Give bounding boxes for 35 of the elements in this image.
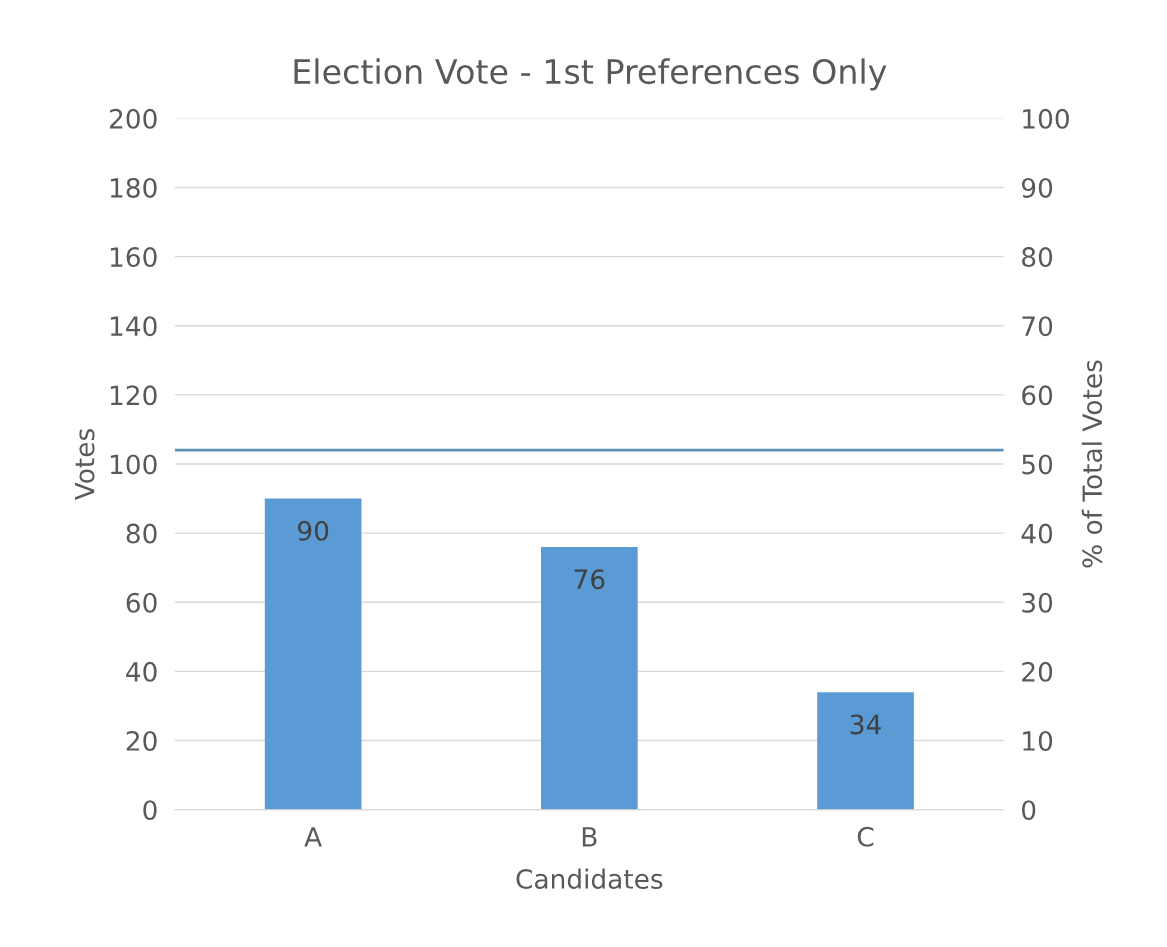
bar <box>541 546 638 810</box>
y2-tick-label: 40 <box>1021 523 1053 544</box>
y-tick-label: 140 <box>110 316 157 337</box>
y2-tick-label: 20 <box>1022 661 1053 682</box>
y2-tick-label: 10 <box>1023 730 1053 751</box>
y2-tick-label: 60 <box>1022 385 1053 406</box>
y-tick-label: 160 <box>110 247 157 268</box>
bar <box>264 498 362 810</box>
y2-tick-label: 70 <box>1022 316 1053 337</box>
y-tick-label: 120 <box>110 385 157 406</box>
y-tick-label: 180 <box>110 177 157 198</box>
y2-tick-label: 30 <box>1022 592 1053 613</box>
x-axis-title: Candidates <box>516 868 663 889</box>
chart-title: Election Vote - 1st Preferences Only <box>294 58 887 91</box>
y-tick-label: 20 <box>126 730 157 751</box>
x-tick-label: C <box>857 826 874 847</box>
data-label: 90 <box>298 520 329 541</box>
data-label: 34 <box>850 714 881 735</box>
bar <box>817 692 914 810</box>
y-tick-label: 80 <box>126 523 157 544</box>
y-tick-label: 60 <box>126 592 157 613</box>
y2-tick-label: 80 <box>1022 247 1053 268</box>
x-tick-label: A <box>304 827 322 847</box>
y2-axis-title: % of Total Votes <box>1081 360 1103 568</box>
x-tick-label: B <box>582 827 597 847</box>
y-tick-label: 0 <box>143 800 157 821</box>
y2-tick-label: 100 <box>1023 108 1069 129</box>
y2-tick-label: 50 <box>1022 454 1053 475</box>
y2-tick-label: 90 <box>1021 177 1053 198</box>
y-tick-label: 200 <box>109 108 157 129</box>
y-tick-label: 40 <box>126 661 157 682</box>
y2-tick-label: 0 <box>1022 800 1036 821</box>
data-label: 76 <box>574 569 605 590</box>
y-tick-label: 100 <box>110 454 157 475</box>
y-axis-title: Votes <box>74 429 95 501</box>
